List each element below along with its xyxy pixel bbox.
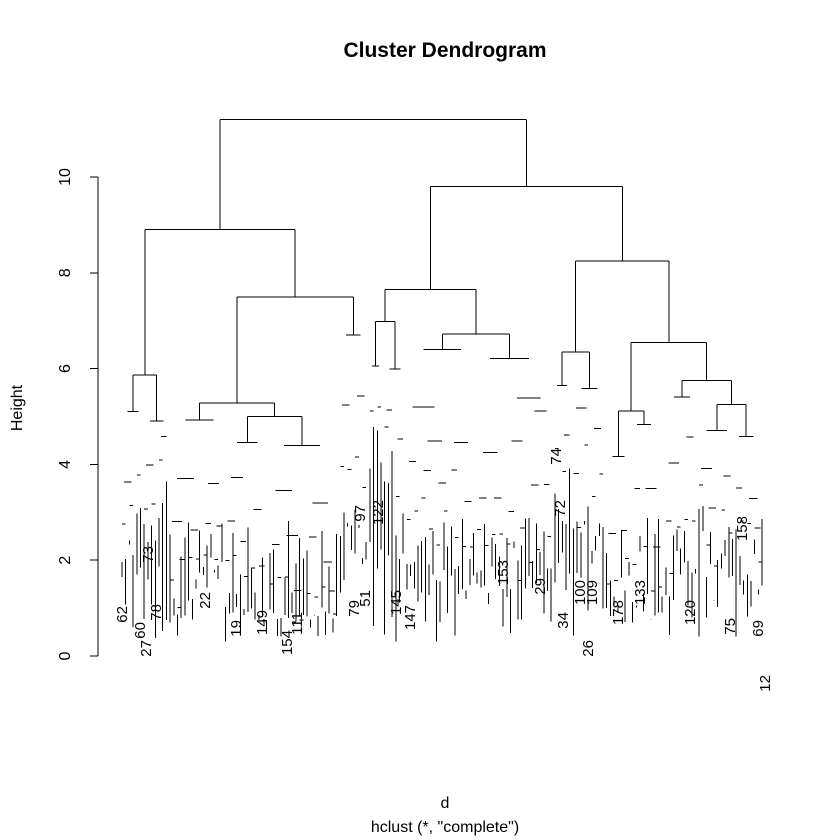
dendrogram-tree: [121, 119, 763, 642]
y-tick-label: 0: [57, 651, 74, 660]
leaf-label: 145: [388, 590, 405, 615]
leaf-label: 109: [584, 580, 601, 605]
leaf-label: 120: [682, 600, 699, 625]
y-tick-label: 6: [57, 364, 74, 373]
leaf-label: 100: [572, 580, 589, 605]
y-tick-label: 2: [57, 556, 74, 565]
leaf-label: 153: [495, 560, 512, 585]
y-tick-label: 4: [57, 460, 74, 469]
leaf-label: 34: [555, 612, 572, 629]
x-axis-label: d: [441, 795, 450, 812]
leaf-label: 60: [132, 622, 149, 639]
leaf-label: 178: [610, 600, 627, 625]
leaf-label: 154: [279, 630, 296, 655]
leaf-label: 19: [228, 620, 245, 637]
leaf-label: 133: [632, 580, 649, 605]
leaf-label: 75: [722, 618, 739, 635]
leaf-label: 79: [346, 600, 363, 617]
leaf-label: 27: [138, 640, 155, 657]
leaf-label: 69: [750, 620, 767, 637]
leaf-label: 62: [114, 606, 131, 623]
chart-subtitle: hclust (*, "complete"): [371, 819, 519, 836]
leaf-label: 147: [402, 605, 419, 630]
leaf-label: 26: [580, 640, 597, 657]
leaf-label: 111: [289, 612, 306, 635]
chart-title: Cluster Dendrogram: [343, 39, 546, 62]
leaf-label: 97: [352, 505, 369, 522]
leaf-label: 29: [532, 578, 549, 595]
leaf-label: 72: [552, 500, 569, 517]
y-tick-label: 10: [57, 168, 74, 186]
leaf-label: 158: [734, 516, 751, 541]
leaf-label: 74: [548, 448, 565, 465]
leaf-label: 78: [148, 604, 165, 621]
leaf-label: 149: [254, 610, 271, 635]
y-axis-label: Height: [9, 384, 26, 431]
y-tick-label: 8: [57, 268, 74, 277]
leaf-label: 73: [140, 546, 157, 563]
leaf-label: 22: [197, 592, 214, 609]
leaf-label: 51: [357, 590, 374, 607]
y-axis: 0 2 4 6 8 10: [57, 168, 99, 660]
leaf-label: 12: [757, 675, 774, 692]
leaf-label: 122: [370, 500, 387, 525]
